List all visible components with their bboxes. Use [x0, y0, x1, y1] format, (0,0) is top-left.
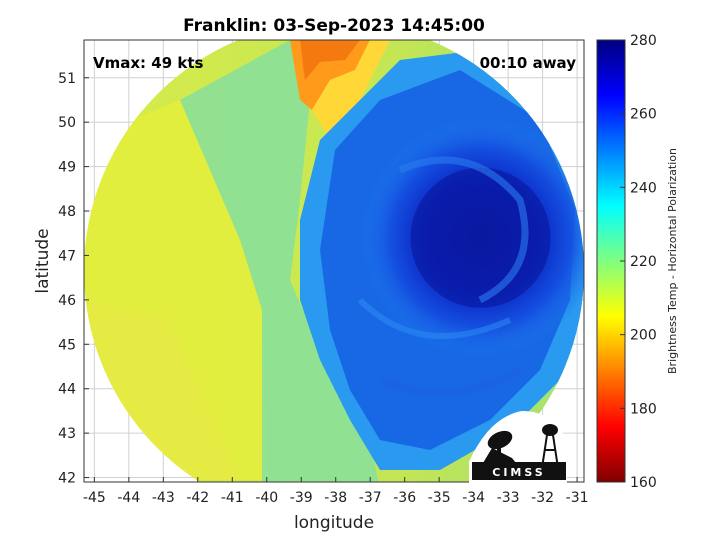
x-tick-label: -36	[393, 490, 416, 506]
y-tick-label: 44	[58, 382, 76, 398]
y-axis: 42 43 44 45 46 47 48 49 50 51	[58, 71, 89, 487]
x-tick-label: -35	[428, 490, 451, 506]
x-tick-label: -45	[83, 490, 106, 506]
brightness-temp-image	[84, 40, 584, 482]
colorbar-tick-label: 200	[630, 328, 657, 344]
x-tick-label: -31	[566, 490, 589, 506]
x-tick-label: -39	[290, 490, 313, 506]
y-tick-label: 43	[58, 426, 76, 442]
colorbar-tick-label: 260	[630, 107, 657, 123]
y-tick-label: 42	[58, 471, 76, 487]
x-tick-label: -44	[117, 490, 140, 506]
x-tick-label: -38	[324, 490, 347, 506]
cimss-logo: CIMSS	[469, 410, 567, 483]
x-axis: -45 -44 -43 -42 -41 -40 -39 -38 -37 -36 -35 -34 -33-…	[83, 477, 589, 506]
plot-frame	[83, 39, 585, 483]
x-tick-label: -41	[221, 490, 244, 506]
vmax-annotation: Vmax: 49 kts	[93, 54, 203, 72]
x-tick-label: -42	[186, 490, 209, 506]
x-tick-label: -40	[255, 490, 278, 506]
x-tick-label: -33	[497, 490, 520, 506]
x-tick-label: -34	[462, 490, 485, 506]
colorbar-tick-label: 220	[630, 254, 657, 270]
time-away-annotation: 00:10 away	[480, 54, 577, 72]
y-tick-label: 51	[58, 71, 76, 87]
colorbar-tick-label: 240	[630, 180, 657, 196]
colorbar-tick-label: 280	[630, 33, 657, 49]
x-tick-label: -37	[359, 490, 382, 506]
y-tick-label: 46	[58, 293, 76, 309]
y-tick-label: 47	[58, 248, 76, 264]
colorbar-tick-label: 180	[630, 401, 657, 417]
chart-title: Franklin: 03-Sep-2023 14:45:00	[183, 16, 485, 36]
y-axis-label: latitude	[33, 228, 53, 293]
x-tick-label: -32	[531, 490, 554, 506]
cimss-logo-text: CIMSS	[492, 466, 545, 479]
y-tick-label: 45	[58, 337, 76, 353]
colorbar-tick-label: 160	[630, 475, 657, 491]
y-tick-label: 49	[58, 160, 76, 176]
x-axis-label: longitude	[294, 513, 374, 533]
colorbar: 160 180 200 220 240 260 280 Brightness Temp - …	[596, 33, 679, 491]
y-tick-label: 48	[58, 204, 76, 220]
y-tick-label: 50	[58, 115, 76, 131]
colorbar-label: Brightness Temp - Horizontal Polarizatio…	[666, 148, 679, 374]
x-tick-label: -43	[152, 490, 175, 506]
